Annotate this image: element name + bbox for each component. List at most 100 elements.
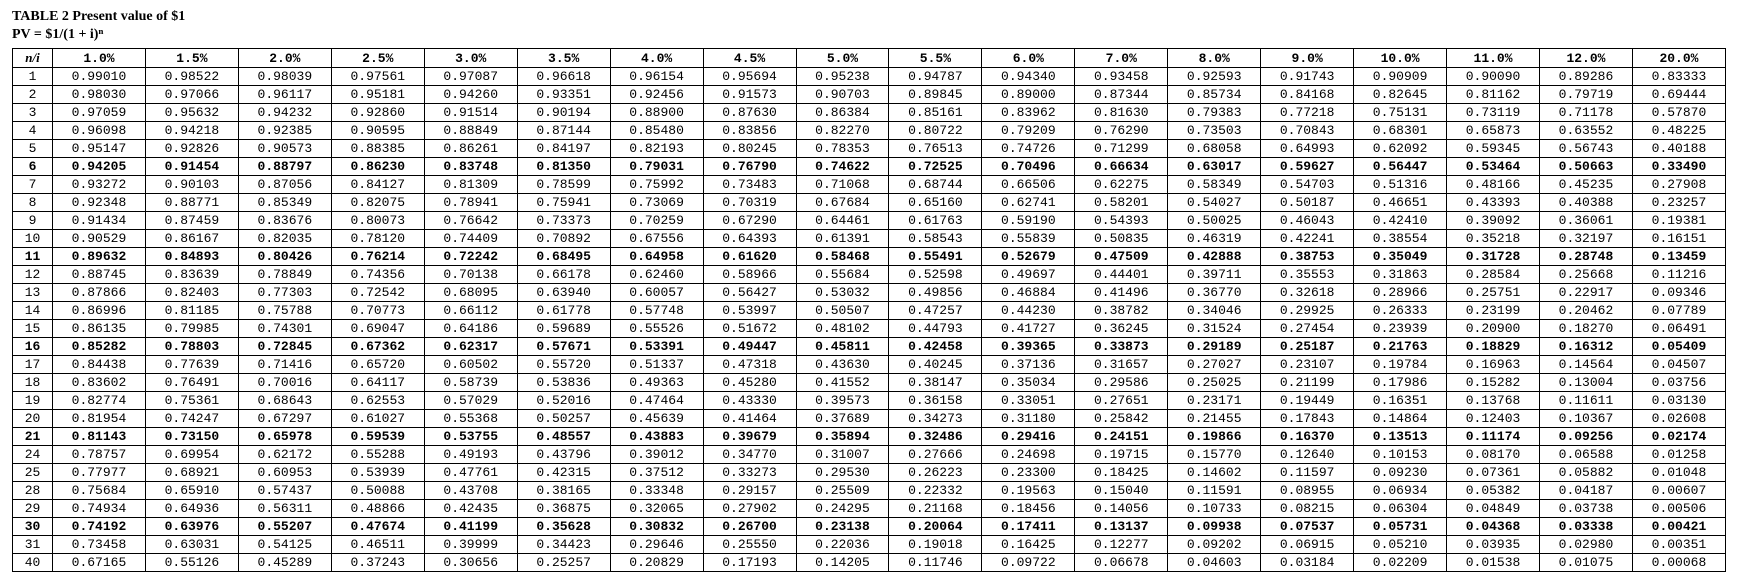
- cell-value: 0.88900: [610, 104, 703, 122]
- cell-value: 0.71416: [238, 356, 331, 374]
- cell-value: 0.84168: [1261, 86, 1354, 104]
- cell-value: 0.04603: [1168, 554, 1261, 572]
- table-row: 250.779770.689210.609530.539390.477610.4…: [13, 464, 1726, 482]
- cell-value: 0.90529: [53, 230, 146, 248]
- cell-value: 0.92385: [238, 122, 331, 140]
- cell-value: 0.89000: [982, 86, 1075, 104]
- cell-value: 0.13004: [1540, 374, 1633, 392]
- cell-value: 0.66634: [1075, 158, 1168, 176]
- cell-value: 0.78941: [424, 194, 517, 212]
- cell-value: 0.26700: [703, 518, 796, 536]
- cell-value: 0.78353: [796, 140, 889, 158]
- cell-value: 0.91743: [1261, 68, 1354, 86]
- cell-value: 0.47318: [703, 356, 796, 374]
- cell-value: 0.06678: [1075, 554, 1168, 572]
- cell-value: 0.36158: [889, 392, 982, 410]
- cell-value: 0.50088: [331, 482, 424, 500]
- cell-value: 0.50025: [1168, 212, 1261, 230]
- header-rate: 7.0%: [1075, 49, 1168, 68]
- cell-value: 0.92860: [331, 104, 424, 122]
- cell-value: 0.57748: [610, 302, 703, 320]
- cell-value: 0.81143: [53, 428, 146, 446]
- cell-value: 0.90090: [1447, 68, 1540, 86]
- cell-value: 0.53391: [610, 338, 703, 356]
- cell-value: 0.03184: [1261, 554, 1354, 572]
- cell-value: 0.68095: [424, 284, 517, 302]
- cell-value: 0.32618: [1261, 284, 1354, 302]
- cell-value: 0.42888: [1168, 248, 1261, 266]
- cell-value: 0.72242: [424, 248, 517, 266]
- cell-value: 0.65720: [331, 356, 424, 374]
- cell-value: 0.08955: [1261, 482, 1354, 500]
- cell-value: 0.13459: [1632, 248, 1725, 266]
- cell-value: 0.90573: [238, 140, 331, 158]
- cell-value: 0.73503: [1168, 122, 1261, 140]
- cell-value: 0.52598: [889, 266, 982, 284]
- cell-value: 0.66178: [517, 266, 610, 284]
- cell-value: 0.82403: [145, 284, 238, 302]
- cell-n: 28: [13, 482, 53, 500]
- table-row: 100.905290.861670.820350.781200.744090.7…: [13, 230, 1726, 248]
- cell-value: 0.19784: [1354, 356, 1447, 374]
- cell-value: 0.29530: [796, 464, 889, 482]
- cell-value: 0.87459: [145, 212, 238, 230]
- header-rate: 9.0%: [1261, 49, 1354, 68]
- cell-value: 0.64186: [424, 320, 517, 338]
- cell-value: 0.72525: [889, 158, 982, 176]
- cell-value: 0.94218: [145, 122, 238, 140]
- cell-value: 0.97066: [145, 86, 238, 104]
- cell-value: 0.21199: [1261, 374, 1354, 392]
- cell-value: 0.42410: [1354, 212, 1447, 230]
- cell-value: 0.70843: [1261, 122, 1354, 140]
- cell-value: 0.65978: [238, 428, 331, 446]
- cell-value: 0.16151: [1632, 230, 1725, 248]
- cell-value: 0.50187: [1261, 194, 1354, 212]
- cell-value: 0.78599: [517, 176, 610, 194]
- cell-value: 0.46043: [1261, 212, 1354, 230]
- cell-value: 0.17411: [982, 518, 1075, 536]
- cell-value: 0.46884: [982, 284, 1075, 302]
- cell-value: 0.69444: [1632, 86, 1725, 104]
- cell-value: 0.53997: [703, 302, 796, 320]
- cell-value: 0.83602: [53, 374, 146, 392]
- cell-value: 0.25257: [517, 554, 610, 572]
- cell-value: 0.28748: [1540, 248, 1633, 266]
- cell-value: 0.98039: [238, 68, 331, 86]
- cell-value: 0.11611: [1540, 392, 1633, 410]
- cell-value: 0.55207: [238, 518, 331, 536]
- cell-value: 0.21455: [1168, 410, 1261, 428]
- cell-value: 0.90194: [517, 104, 610, 122]
- cell-value: 0.52679: [982, 248, 1075, 266]
- table-row: 110.896320.848930.804260.762140.722420.6…: [13, 248, 1726, 266]
- cell-value: 0.74934: [53, 500, 146, 518]
- header-n-i: n/i: [13, 49, 53, 68]
- cell-value: 0.50257: [517, 410, 610, 428]
- cell-value: 0.55526: [610, 320, 703, 338]
- cell-value: 0.33873: [1075, 338, 1168, 356]
- cell-n: 25: [13, 464, 53, 482]
- cell-value: 0.80426: [238, 248, 331, 266]
- cell-value: 0.88849: [424, 122, 517, 140]
- cell-value: 0.55720: [517, 356, 610, 374]
- cell-value: 0.53755: [424, 428, 517, 446]
- cell-value: 0.95181: [331, 86, 424, 104]
- cell-value: 0.81630: [1075, 104, 1168, 122]
- cell-n: 5: [13, 140, 53, 158]
- cell-value: 0.74356: [331, 266, 424, 284]
- cell-value: 0.08215: [1261, 500, 1354, 518]
- cell-value: 0.17193: [703, 554, 796, 572]
- cell-value: 0.57671: [517, 338, 610, 356]
- header-rate: 1.5%: [145, 49, 238, 68]
- cell-value: 0.77303: [238, 284, 331, 302]
- cell-value: 0.81185: [145, 302, 238, 320]
- cell-value: 0.77218: [1261, 104, 1354, 122]
- table-row: 30.970590.956320.942320.928600.915140.90…: [13, 104, 1726, 122]
- cell-value: 0.27027: [1168, 356, 1261, 374]
- cell-value: 0.48866: [331, 500, 424, 518]
- cell-value: 0.50663: [1540, 158, 1633, 176]
- cell-value: 0.40188: [1632, 140, 1725, 158]
- cell-value: 0.17843: [1261, 410, 1354, 428]
- cell-value: 0.76290: [1075, 122, 1168, 140]
- cell-value: 0.23199: [1447, 302, 1540, 320]
- cell-value: 0.85282: [53, 338, 146, 356]
